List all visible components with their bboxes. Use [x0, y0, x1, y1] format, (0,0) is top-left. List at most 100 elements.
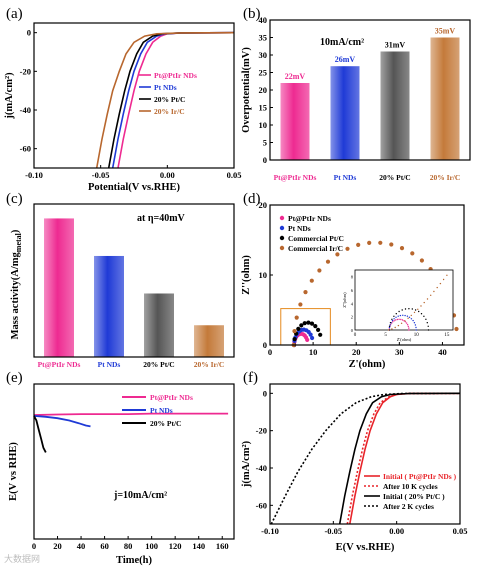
panel-d-inset-point: [388, 326, 391, 329]
panel-a-ytick-label: 0: [27, 28, 31, 38]
panel-d-inset-point: [410, 318, 413, 320]
panel-e-xtick-label: 100: [145, 541, 158, 551]
panel-d-inset-point: [398, 310, 400, 313]
panel-e-xtick-label: 140: [192, 541, 205, 551]
panel-f-ytick-label: -20: [256, 426, 267, 436]
panel-d-inset-point: [399, 314, 402, 317]
panel-d-inset-point: [407, 325, 409, 328]
panel-a-legend-label: Pt NDs: [154, 83, 177, 92]
panel-b-ytick-label: 35: [259, 33, 268, 43]
panel-e-legend-label: 20% Pt/C: [150, 419, 181, 428]
panel-f-ytick-label: -60: [256, 500, 267, 510]
panel-c-category-label: Pt@PtIr NDs: [38, 360, 81, 369]
panel-e-xtick-label: 60: [100, 541, 109, 551]
panel-d-inset-point: [404, 320, 406, 322]
panel-d-inset-point: [412, 319, 414, 322]
panel-d-xtick-label: 20: [352, 347, 361, 357]
panel-d-inset-xtick-label: 15: [444, 333, 450, 338]
panel-d-xtick-label: 10: [309, 347, 318, 357]
panel-e: (e) 0 20 40 60 80 100 120 140 160 Time(h) E(V vs RH…: [6, 370, 229, 566]
panel-e-series-line: [33, 415, 91, 428]
panel-d-inset-point: [442, 278, 445, 281]
panel-d-point: [356, 242, 361, 247]
panel-d-inset-point: [423, 301, 425, 304]
panel-b-ytick-label: 30: [259, 50, 268, 60]
panel-b-category-label: 20% Pt/C: [379, 173, 410, 182]
panel-c-bar: [144, 293, 174, 357]
panel-a-frame: [33, 22, 235, 169]
panel-b-ytick-label: 10: [259, 120, 268, 130]
panel-d-inset-point: [405, 322, 408, 324]
panel-d-inset-point: [413, 311, 416, 314]
panel-d-inset-point: [401, 309, 403, 311]
panel-d-inset-point: [395, 319, 397, 321]
panel-a-ytick-label: -60: [20, 144, 31, 154]
panel-f-xtick-label: 0.00: [389, 526, 404, 536]
panel-d-inset-point: [400, 318, 402, 321]
panel-e-legend-label: Pt@PtIr NDs: [150, 393, 193, 402]
panel-f-legend-label: Initial ( 20% Pt/C ): [383, 492, 445, 501]
panel-c-ylabel-main: Mass activity(A/mg: [10, 251, 21, 339]
panel-b-ytick-label: 5: [263, 138, 267, 148]
panel-d-inset-point: [414, 309, 417, 311]
panel-e-xlabel: Time(h): [116, 555, 152, 566]
panel-c-category-label: 20% Pt/C: [143, 360, 174, 369]
panel-d-inset-point: [420, 313, 423, 315]
panel-e-letter: (e): [6, 370, 23, 386]
panel-c-bar: [94, 255, 124, 357]
panel-d-xtick-label: 0: [268, 347, 272, 357]
panel-d-inset-point: [396, 318, 399, 321]
panel-f-letter: (f): [243, 370, 258, 386]
panel-d-inset-point: [425, 318, 427, 320]
panel-d-frame: [269, 204, 465, 346]
panel-d-inset-frame: [354, 269, 454, 331]
panel-b-category-label: Pt@PtIr NDs: [274, 173, 317, 182]
panel-d-inset-point: [411, 308, 413, 310]
panel-d-point: [306, 320, 311, 325]
panel-d-inset-point: [391, 318, 393, 320]
panel-d-inset-point: [436, 286, 438, 289]
panel-f-ytick-label: 0: [263, 388, 267, 398]
panel-b-letter: (b): [243, 6, 261, 22]
panel-a-legend-label: Pt@PtIr NDs: [154, 71, 197, 80]
panel-a-xlabel: Potential(V vs.RHE): [88, 182, 180, 193]
panel-d-inset-point: [426, 322, 428, 324]
panel-a-series-line: [95, 31, 235, 169]
panel-d-point: [309, 321, 315, 326]
panel-a: (a) -0.10 -0.05 0.00 0.05 0 -20 -40 -60 Potential…: [4, 6, 241, 193]
panel-d-point: [298, 302, 303, 307]
panel-b-ytick-label: 20: [259, 85, 268, 95]
panel-d-point: [454, 326, 459, 332]
panel-f-series-line: [270, 392, 461, 525]
panel-b-ytick-label: 15: [259, 103, 268, 113]
panel-f-series-line: [338, 392, 461, 525]
panel-d-xlabel: Z'(ohm): [349, 359, 386, 370]
panel-c-category-label: 20% Ir/C: [194, 360, 225, 369]
watermark: 大数据网: [4, 554, 41, 564]
panel-c-letter: (c): [6, 191, 23, 207]
panel-d-point: [399, 246, 405, 251]
panel-d-point: [305, 337, 310, 342]
panel-e-xtick-label: 40: [77, 541, 86, 551]
panel-a-xtick-label: -0.10: [25, 170, 43, 180]
panel-c-frame: [33, 203, 235, 358]
panel-d-point: [308, 332, 313, 337]
panel-d-inset-xtick-label: 5: [384, 333, 387, 338]
panel-d-point: [296, 326, 301, 331]
panel-d-inset-point: [408, 329, 410, 331]
panel-b-category-label: 20% Ir/C: [430, 173, 461, 182]
panel-d-legend-marker: [279, 245, 285, 251]
panel-d-inset-point: [395, 313, 397, 315]
panel-c-bar: [44, 218, 74, 357]
panel-c-annotation: at η=40mV: [137, 213, 186, 224]
panel-d-inset-point: [407, 317, 409, 319]
panel-e-ylabel: E(V vs RHE): [8, 442, 19, 501]
panel-d-inset-point: [408, 308, 410, 310]
panel-d-legend-marker: [279, 235, 285, 241]
panel-e-xtick-label: 160: [216, 541, 229, 551]
panel-d-letter: (d): [243, 191, 261, 207]
panel-d-inset-point: [393, 320, 395, 322]
panel-d-point: [378, 240, 383, 245]
panel-d-inset-point: [393, 318, 395, 320]
